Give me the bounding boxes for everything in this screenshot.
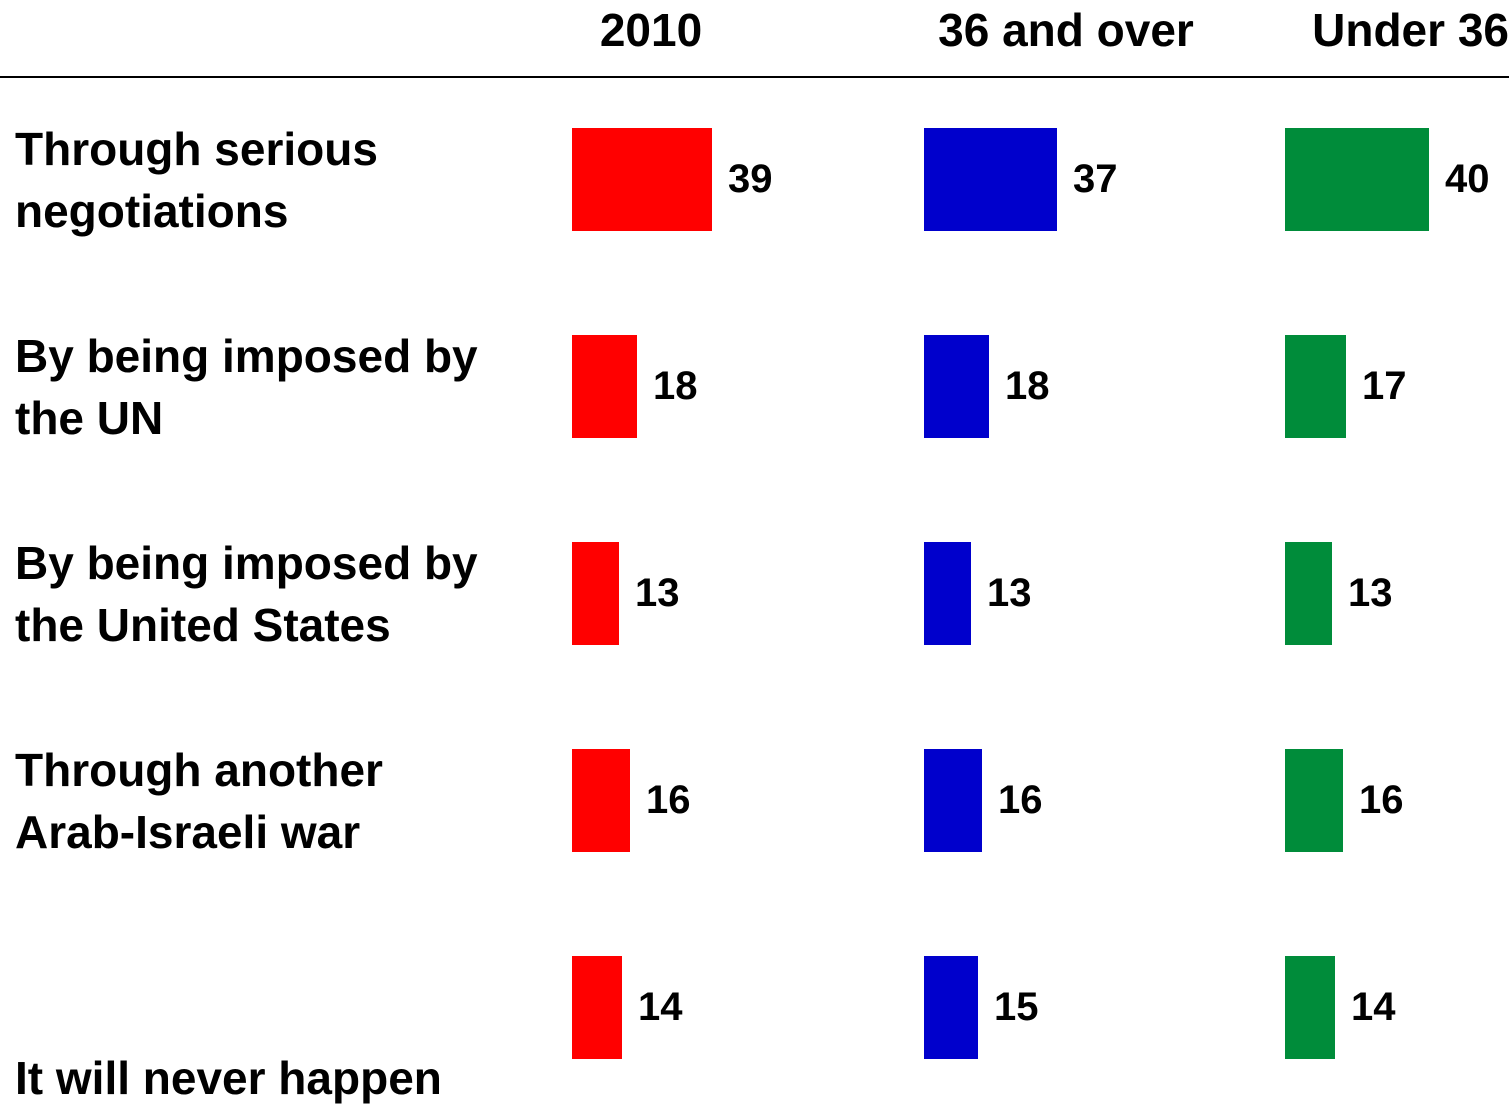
data-label: 15 (994, 985, 1039, 1029)
bar (924, 128, 1057, 231)
category-label: It will never happen (15, 946, 555, 1109)
category-label-line: Through serious (15, 122, 378, 175)
data-label: 13 (635, 571, 680, 615)
bar (572, 749, 630, 852)
bar (924, 542, 971, 645)
bar (924, 335, 989, 438)
bar (572, 335, 637, 438)
bar (924, 956, 978, 1059)
bar (572, 956, 622, 1059)
category-label-line: By being imposed by (15, 329, 478, 382)
data-label: 14 (1351, 985, 1396, 1029)
data-label: 16 (1359, 778, 1404, 822)
column-header: 2010 (599, 4, 703, 56)
header-divider (0, 76, 1509, 78)
data-label: 39 (728, 157, 773, 201)
category-label-line: It will never happen (15, 1052, 442, 1104)
bar (572, 542, 619, 645)
category-label-line: Through another (15, 743, 383, 796)
bar (572, 128, 712, 231)
data-label: 14 (638, 985, 683, 1029)
category-label: Through another Arab-Israeli war (15, 719, 555, 882)
bar (1285, 335, 1346, 438)
bar (1285, 956, 1335, 1059)
data-label: 16 (998, 778, 1043, 822)
category-label-line: the United States (15, 598, 391, 651)
data-label: 13 (987, 571, 1032, 615)
data-label: 13 (1348, 571, 1393, 615)
data-label: 16 (646, 778, 691, 822)
data-label: 18 (653, 364, 698, 408)
data-label: 18 (1005, 364, 1050, 408)
category-label-line: Arab-Israeli war (15, 805, 361, 858)
data-label: 17 (1362, 364, 1407, 408)
column-header: 36 and over (938, 4, 1194, 56)
column-header: Under 36 (1312, 4, 1509, 56)
data-label: 37 (1073, 157, 1118, 201)
chart: 2010 36 and over Under 36 Through serious ne… (0, 4, 1509, 1104)
bar (1285, 542, 1332, 645)
category-label-line: negotiations (15, 184, 289, 237)
bar (924, 749, 982, 852)
category-label: By being imposed by the UN (15, 305, 555, 468)
category-label-line: the UN (15, 391, 164, 444)
category-label: By being imposed by the United States (15, 512, 555, 675)
bar (1285, 128, 1429, 231)
category-label-line: By being imposed by (15, 536, 478, 589)
data-label: 40 (1445, 157, 1490, 201)
bar (1285, 749, 1343, 852)
category-label: Through serious negotiations (15, 98, 555, 261)
